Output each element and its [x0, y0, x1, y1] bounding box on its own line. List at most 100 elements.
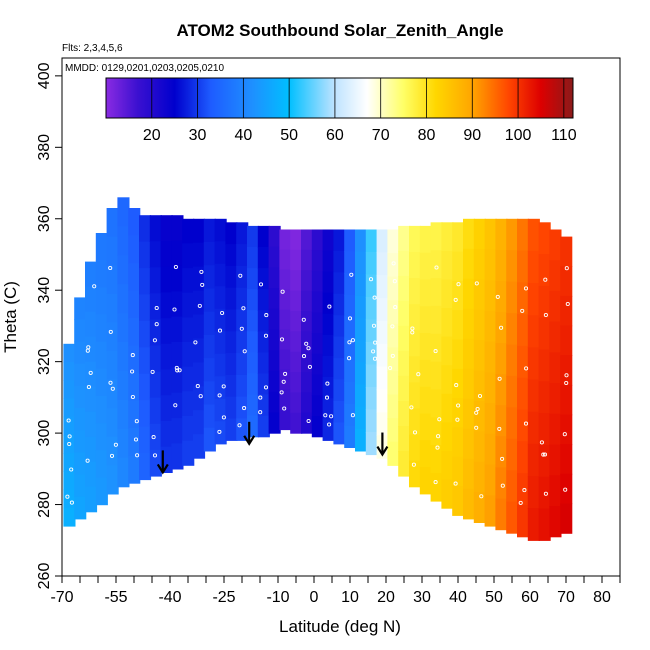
heatmap-cell [301, 249, 314, 271]
sample-point [282, 406, 287, 411]
heatmap-cell [247, 247, 260, 269]
colorbar-tick-label: 30 [189, 127, 207, 144]
heatmap-cell [128, 290, 141, 319]
heatmap-cell [387, 418, 400, 443]
sample-point [197, 303, 202, 308]
heatmap-cell [247, 225, 260, 248]
heatmap-cell [409, 434, 422, 462]
heatmap-cell [463, 398, 476, 430]
heatmap-cell [441, 279, 454, 309]
sample-point [304, 341, 309, 346]
sample-point [92, 284, 97, 289]
heatmap-cell [409, 382, 422, 410]
heatmap-cell [63, 398, 76, 418]
heatmap-cell [452, 222, 465, 253]
heatmap-cell [106, 465, 119, 495]
heatmap-cell [214, 263, 227, 287]
sample-point [410, 326, 415, 331]
heatmap-cell [387, 347, 400, 372]
sample-point [199, 269, 204, 274]
heatmap-cell [290, 229, 303, 251]
sample-point [390, 324, 395, 329]
sample-point [109, 453, 115, 458]
heatmap-cell [171, 240, 184, 267]
heatmap-cell [63, 380, 76, 399]
heatmap-cell [117, 457, 130, 488]
heatmap-cell [484, 464, 497, 496]
sample-point [475, 406, 480, 412]
sample-point [174, 365, 179, 370]
heatmap-cell [473, 492, 486, 523]
heatmap-cell [365, 274, 378, 298]
heatmap-cell [279, 309, 292, 331]
heatmap-cell [409, 460, 422, 488]
heatmap-cell [419, 333, 432, 361]
heatmap-cell [160, 266, 173, 293]
heatmap-cell [430, 278, 443, 307]
heatmap-cell [506, 501, 519, 534]
heatmap-cell [63, 434, 76, 454]
heatmap-cell [376, 320, 389, 345]
heatmap-cell [203, 358, 216, 382]
heatmap-cell [398, 451, 411, 477]
sample-point [393, 305, 398, 310]
heatmap-cell [538, 254, 551, 287]
heatmap-cell [333, 250, 346, 273]
heatmap-cell [355, 251, 368, 275]
heatmap-cell [495, 374, 508, 406]
sample-point [522, 488, 527, 493]
heatmap-cell [247, 373, 260, 396]
heatmap-cell [441, 222, 454, 252]
sample-point [130, 394, 135, 400]
heatmap-cell [117, 342, 130, 372]
heatmap-cell [290, 249, 303, 271]
heatmap-cell [106, 350, 119, 381]
heatmap-cell [484, 249, 497, 281]
heatmap-cell [419, 440, 432, 468]
sample-point [323, 413, 328, 418]
x-tick-label: 80 [593, 589, 611, 606]
sample-point [238, 273, 243, 278]
sample-point [543, 312, 548, 318]
heatmap-cell [182, 243, 195, 269]
heatmap-cell [398, 375, 411, 402]
heatmap-cell [225, 222, 238, 245]
sample-point [263, 385, 269, 390]
sample-point [242, 349, 247, 354]
sample-point [562, 432, 567, 437]
heatmap-cell [257, 331, 270, 353]
sample-point [433, 480, 438, 485]
sample-point [347, 316, 353, 321]
heatmap-cell [376, 275, 389, 299]
sample-point [391, 261, 396, 266]
heatmap-cell [95, 396, 108, 424]
heatmap-cell [495, 405, 508, 437]
sample-point [306, 346, 311, 351]
y-tick-label: 360 [36, 205, 53, 232]
heatmap-cell [441, 365, 454, 395]
heatmap-cell [506, 313, 519, 346]
heatmap-cell [365, 319, 378, 343]
sample-point [66, 418, 71, 423]
heatmap-cell [355, 229, 368, 253]
heatmap-cell [63, 343, 76, 363]
heatmap-cell [484, 495, 497, 527]
heatmap-cell [290, 310, 303, 332]
heatmap-cell [441, 422, 454, 452]
heatmap-cell [517, 345, 530, 379]
heatmap-cell [430, 333, 443, 363]
heatmap-cell [419, 413, 432, 441]
heatmap-cell [419, 279, 432, 307]
heatmap-cell [171, 392, 184, 419]
heatmap-cell [63, 471, 76, 491]
colorbar-ticks: 20 30 40 50 60 70 80 90 100 110 [143, 78, 577, 144]
heatmap-cell [203, 404, 216, 429]
heatmap-cell [139, 215, 152, 243]
heatmap-cell [398, 225, 411, 252]
heatmap-cell [160, 318, 173, 345]
heatmap-cell [149, 423, 162, 451]
heatmap-cell [290, 412, 303, 434]
heatmap-cell [409, 225, 422, 253]
sample-point [564, 266, 569, 271]
heatmap-cell [495, 249, 508, 282]
